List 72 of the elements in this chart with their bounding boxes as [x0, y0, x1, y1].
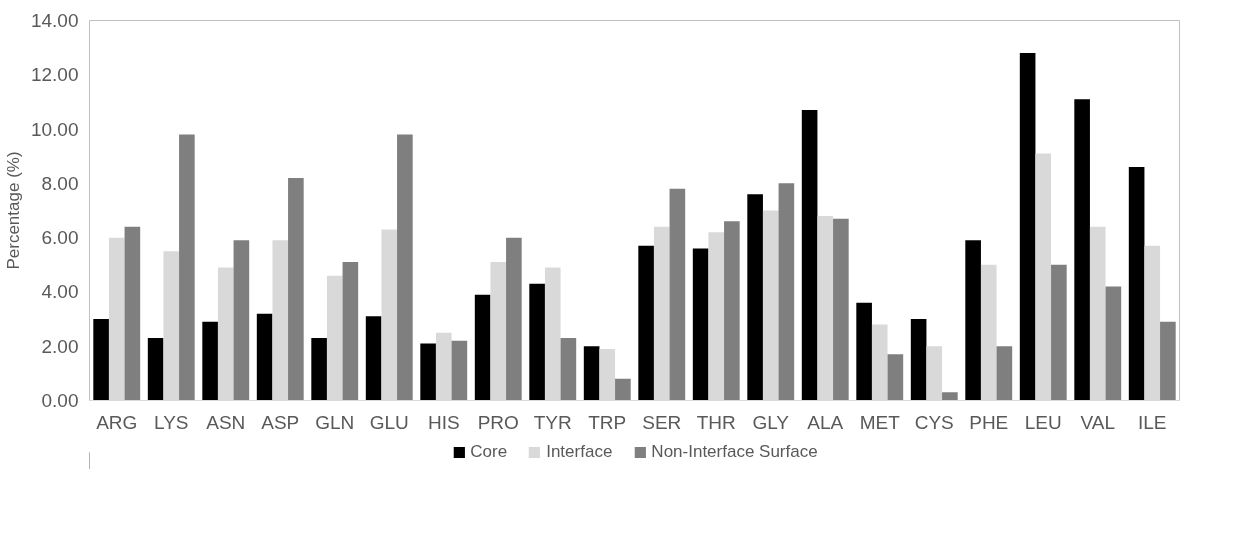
bar	[692, 248, 709, 401]
bar	[342, 262, 359, 401]
x-tick-label: GLU	[369, 411, 409, 433]
x-tick-label: GLN	[315, 411, 355, 433]
bar	[778, 183, 795, 401]
bar	[256, 313, 273, 401]
x-tick-label: VAL	[1080, 411, 1116, 433]
bar	[1019, 53, 1036, 401]
bar	[887, 354, 904, 401]
y-tick-label: 2.00	[41, 335, 79, 357]
bar	[942, 392, 958, 401]
x-tick-label: PHE	[969, 411, 1009, 433]
x-tick-label: LEU	[1024, 411, 1062, 433]
bar	[311, 338, 327, 401]
bar	[747, 194, 763, 401]
bar	[965, 240, 981, 401]
bar	[474, 294, 491, 401]
bar	[833, 218, 849, 401]
bar	[365, 316, 382, 401]
x-tick-label: MET	[859, 411, 901, 433]
x-tick-label: ILE	[1137, 411, 1167, 433]
x-tick-label: ARG	[96, 411, 138, 433]
legend-label: Core	[470, 442, 508, 462]
bar	[147, 338, 164, 401]
bar	[724, 221, 740, 401]
y-tick-label: 4.00	[41, 281, 79, 303]
x-tick-label: SER	[642, 411, 682, 433]
x-tick-label: GLY	[752, 411, 790, 433]
y-tick-label: 8.00	[41, 172, 79, 194]
bar	[1128, 167, 1145, 401]
x-tick-label: ASN	[206, 411, 246, 433]
bar	[451, 340, 468, 401]
bar	[1160, 321, 1176, 401]
bar	[615, 378, 631, 401]
y-tick-label: 14.00	[30, 10, 79, 31]
bar	[801, 110, 818, 401]
bar	[856, 302, 872, 401]
y-axis-title: Percentage (%)	[3, 151, 23, 270]
bar	[583, 346, 600, 401]
bar	[93, 319, 109, 401]
bar	[506, 237, 522, 401]
x-tick-label: ASP	[261, 411, 300, 433]
bar	[1074, 99, 1090, 401]
bar	[202, 321, 218, 401]
x-tick-label: HIS	[427, 411, 460, 433]
bar	[996, 346, 1013, 401]
x-tick-label: ALA	[807, 411, 844, 433]
y-tick-label: 10.00	[30, 118, 79, 140]
x-tick-label: CYS	[914, 411, 954, 433]
bar	[529, 283, 545, 401]
bar	[1051, 264, 1067, 401]
bar	[179, 134, 195, 401]
bar	[669, 188, 686, 401]
legend-label: Interface	[546, 442, 613, 462]
bar	[638, 245, 654, 401]
y-tick-label: 12.00	[30, 64, 79, 86]
x-tick-label: PRO	[477, 411, 519, 433]
x-tick-label: THR	[696, 411, 736, 433]
x-tick-label: TRP	[588, 411, 627, 433]
x-tick-label: TYR	[533, 411, 572, 433]
bar	[910, 319, 927, 401]
bar	[124, 226, 141, 401]
legend-label: Non-Interface Surface	[651, 442, 818, 462]
y-tick-label: 0.00	[41, 390, 79, 411]
bar	[397, 134, 413, 401]
bar	[560, 338, 577, 401]
bar	[1105, 286, 1122, 401]
x-tick-label: LYS	[154, 411, 189, 433]
y-tick-label: 6.00	[41, 227, 79, 249]
bar	[233, 240, 250, 401]
bar	[288, 177, 304, 401]
bar	[420, 343, 436, 401]
